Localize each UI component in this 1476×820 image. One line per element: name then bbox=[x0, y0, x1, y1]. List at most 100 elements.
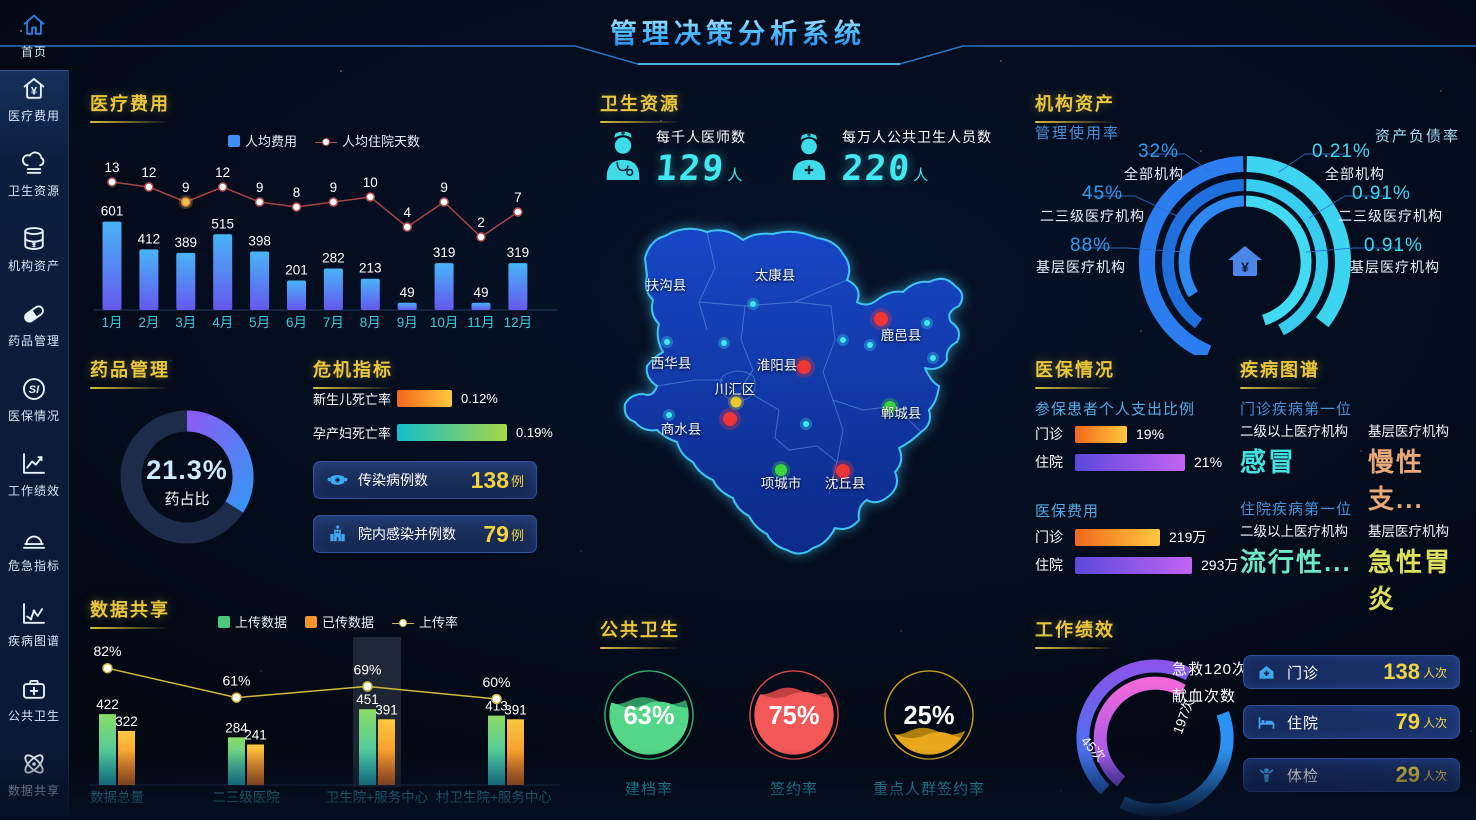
crisis-card-label: 院内感染并例数 bbox=[358, 526, 456, 542]
crisis-row: 新生儿死亡率 0.12% bbox=[313, 386, 553, 411]
sidebar-item-health-resources[interactable]: 卫生资源 bbox=[0, 149, 68, 199]
region-map[interactable]: 扶沟县 太康县 鹿邑县 西华县 淮阳县 川汇区 商水县 郸城县 项城市 沈丘县 bbox=[595, 210, 1015, 587]
medical-fee-legend[interactable]: 人均费用 人均住院天数 bbox=[228, 131, 420, 150]
gauge-value-label: 基层医疗机构 bbox=[1350, 259, 1440, 275]
disease-org-label: 二级以上医疗机构 bbox=[1240, 424, 1348, 439]
disease-top-value: 感冒 bbox=[1240, 447, 1297, 477]
section-title-medical-fee: 医疗费用 bbox=[90, 94, 170, 123]
legend-label: 人均住院天数 bbox=[342, 134, 421, 149]
crisis-card-value: 138 bbox=[470, 466, 509, 493]
insurance-subtitle: 参保患者个人支出比例 bbox=[1035, 401, 1196, 418]
svg-text:13: 13 bbox=[104, 160, 119, 175]
svg-text:601: 601 bbox=[101, 204, 124, 219]
svg-text:12: 12 bbox=[141, 165, 156, 180]
map-county-label: 淮阳县 bbox=[757, 358, 798, 373]
house-yen-center-icon: ¥ bbox=[1228, 246, 1262, 276]
map-county-label: 商水县 bbox=[661, 422, 702, 437]
svg-text:451: 451 bbox=[356, 692, 379, 707]
ring-label: 急救120次数 bbox=[1172, 661, 1265, 678]
section-title-med-insurance: 医保情况 bbox=[1035, 360, 1115, 389]
capsule-icon bbox=[24, 305, 44, 323]
stat-label: 每千人医师数 bbox=[656, 129, 746, 145]
svg-text:201: 201 bbox=[285, 262, 308, 277]
svg-text:49: 49 bbox=[400, 285, 415, 300]
insurance-row-bar bbox=[1075, 425, 1127, 443]
gauge-value: 88% bbox=[1070, 235, 1112, 256]
svg-text:389: 389 bbox=[175, 235, 198, 250]
crisis-row-bar bbox=[397, 390, 452, 407]
section-title-work-perf: 工作绩效 bbox=[1035, 620, 1115, 649]
sidebar-item-critical-indicators[interactable]: 危急指标 bbox=[0, 524, 68, 574]
svg-text:391: 391 bbox=[504, 702, 527, 717]
sidebar-item-public-health[interactable]: 公共卫生 bbox=[0, 674, 68, 724]
stat-value: 129 bbox=[654, 149, 727, 189]
svg-text:322: 322 bbox=[115, 714, 138, 729]
insurance-row: 住院 21% bbox=[1035, 452, 1222, 472]
sidebar-item-org-asset[interactable]: ¥ 机构资产 bbox=[0, 224, 68, 274]
star-decoration bbox=[20, 30, 22, 32]
alarm-icon bbox=[23, 535, 45, 549]
insurance-row-bar bbox=[1075, 453, 1185, 471]
svg-text:5月: 5月 bbox=[249, 315, 270, 330]
svg-text:7月: 7月 bbox=[323, 315, 344, 330]
insurance-subtitle: 医保费用 bbox=[1035, 503, 1100, 520]
svg-text:¥: ¥ bbox=[1241, 259, 1249, 275]
sidebar-item-med-insurance[interactable]: SI 医保情况 bbox=[0, 374, 68, 424]
gauge-value: 0.21% bbox=[1312, 141, 1371, 162]
sidebar-item-disease-map[interactable]: 疾病图谱 bbox=[0, 599, 68, 649]
section-title-public-health: 公共卫生 bbox=[600, 620, 680, 649]
svg-text:4: 4 bbox=[403, 205, 411, 220]
cloud-icon bbox=[21, 151, 45, 174]
svg-text:药占比: 药占比 bbox=[164, 491, 209, 508]
home-icon bbox=[23, 14, 45, 35]
sidebar-item-label: 医保情况 bbox=[7, 409, 60, 423]
clinic-icon bbox=[1259, 665, 1274, 679]
map-county-label: 沈丘县 bbox=[825, 476, 866, 491]
svg-text:2月: 2月 bbox=[138, 315, 159, 330]
crisis-row-value: 0.12% bbox=[461, 391, 498, 406]
data-share-legend[interactable]: 上传数据 已传数据 上传率 bbox=[218, 612, 458, 631]
sidebar-item-home[interactable]: 首页 bbox=[0, 10, 68, 60]
svg-text:6月: 6月 bbox=[286, 315, 307, 330]
insurance-row-label: 住院 bbox=[1035, 454, 1063, 470]
insurance-row-value: 219万 bbox=[1169, 529, 1207, 545]
gauge-value-label: 二三级医疗机构 bbox=[1338, 208, 1443, 224]
disease-org-label: 二级以上医疗机构 bbox=[1240, 524, 1348, 539]
insurance-row-label: 门诊 bbox=[1035, 426, 1063, 442]
svg-text:413: 413 bbox=[485, 699, 508, 714]
work-card-value: 138 bbox=[1383, 659, 1420, 684]
svg-text:282: 282 bbox=[322, 251, 345, 266]
sidebar-item-label: 药品管理 bbox=[7, 334, 60, 348]
svg-text:12月: 12月 bbox=[504, 315, 533, 330]
work-card-value: 79 bbox=[1395, 709, 1420, 734]
section-title-health-resources: 卫生资源 bbox=[600, 94, 680, 123]
disease-org-label: 基层医疗机构 bbox=[1368, 524, 1449, 539]
sidebar-item-drug-mgmt[interactable]: 药品管理 bbox=[0, 299, 68, 349]
svg-text:1月: 1月 bbox=[101, 315, 122, 330]
sidebar-item-work-perf[interactable]: 工作绩效 bbox=[0, 449, 68, 499]
sidebar-item-label: 机构资产 bbox=[7, 259, 60, 273]
svg-text:213: 213 bbox=[359, 261, 382, 276]
gauge-value: 32% bbox=[1138, 141, 1180, 162]
svg-text:9: 9 bbox=[256, 180, 264, 195]
gauge-value-label: 全部机构 bbox=[1325, 166, 1385, 182]
svg-text:319: 319 bbox=[507, 245, 530, 260]
sidebar-item-label: 卫生资源 bbox=[7, 184, 60, 198]
section-title-data-share: 数据共享 bbox=[90, 600, 170, 629]
crisis-card: 院内感染并例数 79 例 bbox=[313, 515, 537, 553]
svg-text:10: 10 bbox=[363, 175, 378, 190]
svg-text:11月: 11月 bbox=[467, 315, 495, 330]
disease-top-value: 急性胃炎 bbox=[1368, 547, 1453, 614]
header-frame bbox=[0, 45, 1476, 65]
svg-text:412: 412 bbox=[138, 231, 161, 246]
insurance-row-bar bbox=[1075, 556, 1192, 574]
page-title: 管理决策分析系统 bbox=[0, 12, 1476, 51]
sidebar-item-label: 首页 bbox=[20, 45, 47, 59]
gauge-value: 0.91% bbox=[1352, 183, 1411, 204]
sidebar-item-medical-fee[interactable]: ¥ 医疗费用 bbox=[0, 74, 68, 124]
bed-icon bbox=[1258, 716, 1275, 729]
disease-subtitle: 住院疾病第一位 bbox=[1240, 501, 1353, 518]
health-resource-stat: 每千人医师数 129人 bbox=[600, 127, 746, 189]
crisis-indicator-bars: 新生儿死亡率 0.12% 孕产妇死亡率 0.19% bbox=[313, 386, 553, 454]
crisis-row-label: 孕产妇死亡率 bbox=[313, 426, 392, 441]
